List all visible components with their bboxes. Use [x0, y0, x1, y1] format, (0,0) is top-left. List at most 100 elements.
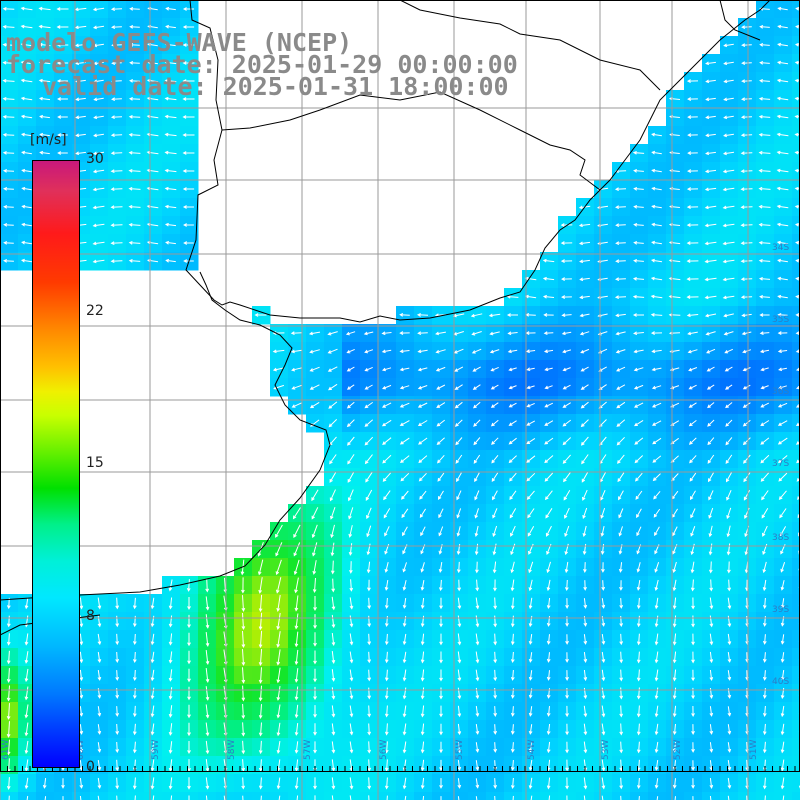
wind-arrow: [619, 687, 624, 700]
wind-arrow: [456, 561, 461, 574]
wind-arrow: [187, 704, 191, 719]
wind-arrow: [528, 597, 533, 610]
wind-arrow: [780, 741, 785, 754]
wind-arrow: [128, 204, 141, 209]
wind-arrow: [546, 723, 551, 736]
wind-arrow: [57, 133, 68, 137]
wind-arrow: [561, 295, 572, 299]
wind-arrow: [164, 204, 177, 209]
wind-speed-cell: [54, 792, 73, 800]
wind-arrow: [21, 168, 32, 173]
wind-arrow: [346, 419, 355, 428]
wind-arrow: [582, 525, 587, 538]
wind-arrow: [241, 777, 246, 790]
wind-arrow: [579, 259, 590, 264]
wind-arrow: [795, 331, 800, 336]
wind-arrow: [795, 367, 800, 372]
wind-arrow: [20, 96, 33, 101]
wind-arrow: [686, 205, 699, 209]
wind-arrow: [24, 651, 29, 664]
wind-arrow: [129, 24, 140, 29]
wind-arrow: [21, 240, 32, 245]
wind-arrow: [132, 597, 137, 610]
wind-arrow: [494, 795, 496, 800]
wind-arrow: [457, 796, 460, 800]
wind-arrow: [726, 507, 732, 520]
wind-arrow: [654, 633, 659, 646]
wind-arrow: [97, 597, 102, 610]
wind-arrow: [780, 723, 785, 736]
wind-arrow: [705, 79, 716, 84]
wind-arrow: [544, 367, 553, 372]
wind-arrow: [633, 186, 644, 191]
wind-arrow: [686, 79, 699, 83]
wind-arrow: [507, 349, 518, 354]
wind-arrow: [636, 580, 641, 591]
wind-arrow: [21, 222, 32, 227]
wind-arrow: [528, 670, 533, 681]
wind-arrow: [490, 366, 499, 372]
wind-arrow: [165, 6, 176, 11]
wind-speed-cell: [792, 414, 800, 433]
wind-arrow: [296, 795, 299, 800]
wind-arrow: [544, 402, 554, 408]
wind-arrow: [384, 597, 389, 610]
wind-arrow: [399, 331, 410, 335]
wind-arrow: [258, 777, 263, 790]
wind-speed-cell: [792, 594, 800, 613]
wind-arrow: [512, 795, 514, 800]
wind-arrow: [560, 259, 573, 263]
wind-arrow: [704, 223, 717, 228]
wind-arrow: [294, 577, 299, 594]
colorbar-tick-15: 15: [86, 455, 104, 471]
wind-arrow: [709, 742, 714, 753]
wind-arrow: [420, 651, 425, 664]
wind-arrow: [257, 559, 264, 576]
wind-arrow: [3, 258, 14, 263]
wind-arrow: [742, 384, 751, 390]
wind-arrow: [254, 313, 267, 317]
wind-arrow: [111, 97, 122, 102]
wind-arrow: [205, 596, 210, 611]
wind-arrow: [615, 277, 626, 282]
wind-arrow: [527, 525, 535, 537]
wind-arrow: [618, 526, 623, 537]
wind-arrow: [776, 186, 789, 191]
wind-arrow: [634, 402, 644, 408]
wind-arrow: [726, 489, 732, 501]
wind-arrow: [381, 331, 392, 336]
wind-arrow: [164, 168, 177, 173]
wind-arrow: [708, 507, 714, 519]
wind-arrow: [364, 401, 373, 409]
wind-arrow: [182, 25, 195, 29]
wind-arrow: [722, 259, 735, 264]
wind-arrow: [420, 669, 425, 682]
wind-arrow: [510, 760, 515, 771]
wind-arrow: [580, 401, 589, 409]
wind-arrow: [614, 187, 627, 192]
wind-arrow: [436, 384, 446, 390]
wind-arrow: [761, 490, 769, 501]
wind-arrow: [704, 313, 717, 318]
wind-speed-cell: [720, 792, 739, 800]
wind-arrow: [183, 241, 194, 245]
wind-arrow: [619, 598, 624, 609]
wind-speed-cell: [792, 234, 800, 253]
longitude-label: 58W: [227, 740, 237, 760]
wind-arrow: [475, 579, 480, 592]
wind-arrow: [205, 686, 210, 701]
wind-arrow: [327, 331, 338, 336]
wind-arrow: [672, 669, 677, 682]
wind-arrow: [457, 597, 462, 610]
wind-speed-cell: [792, 666, 800, 685]
wind-arrow: [794, 114, 800, 119]
wind-arrow: [150, 651, 155, 664]
wind-arrow: [475, 561, 479, 574]
latitude-label: 36S: [772, 387, 789, 397]
wind-arrow: [92, 151, 105, 156]
wind-arrow: [690, 579, 695, 592]
wind-arrow: [313, 596, 317, 612]
wind-arrow: [457, 705, 462, 718]
wind-arrow: [493, 651, 498, 664]
